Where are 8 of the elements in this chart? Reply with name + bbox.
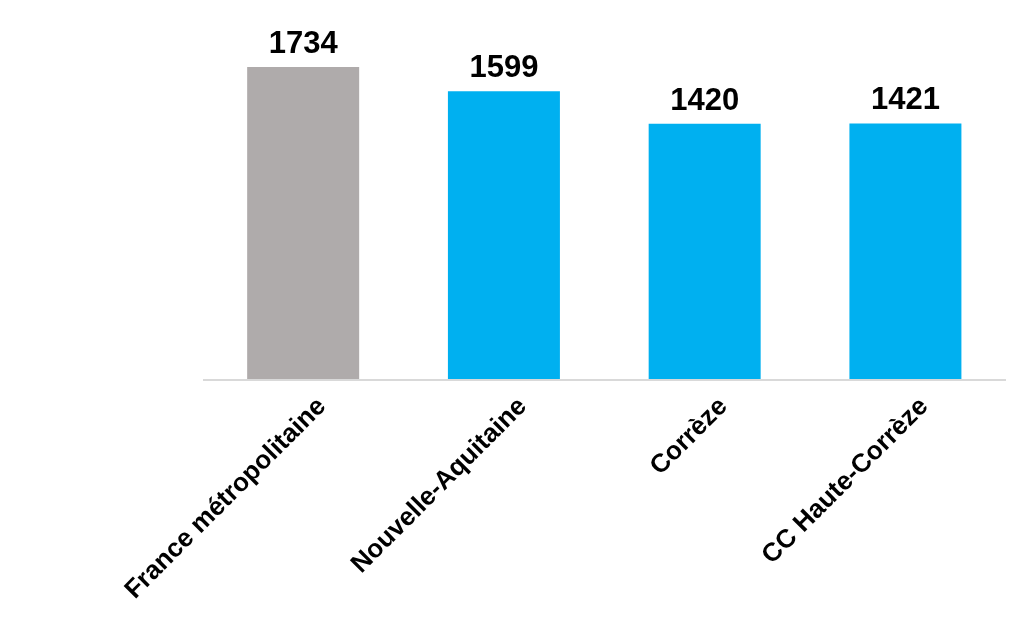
data-label: 1421 bbox=[870, 81, 940, 117]
bar bbox=[247, 67, 360, 380]
bar bbox=[648, 123, 761, 380]
data-label: 1599 bbox=[469, 49, 539, 85]
data-label: 1420 bbox=[670, 81, 740, 117]
bar bbox=[447, 91, 560, 380]
data-label: 1734 bbox=[268, 25, 339, 60]
bar bbox=[849, 123, 962, 380]
